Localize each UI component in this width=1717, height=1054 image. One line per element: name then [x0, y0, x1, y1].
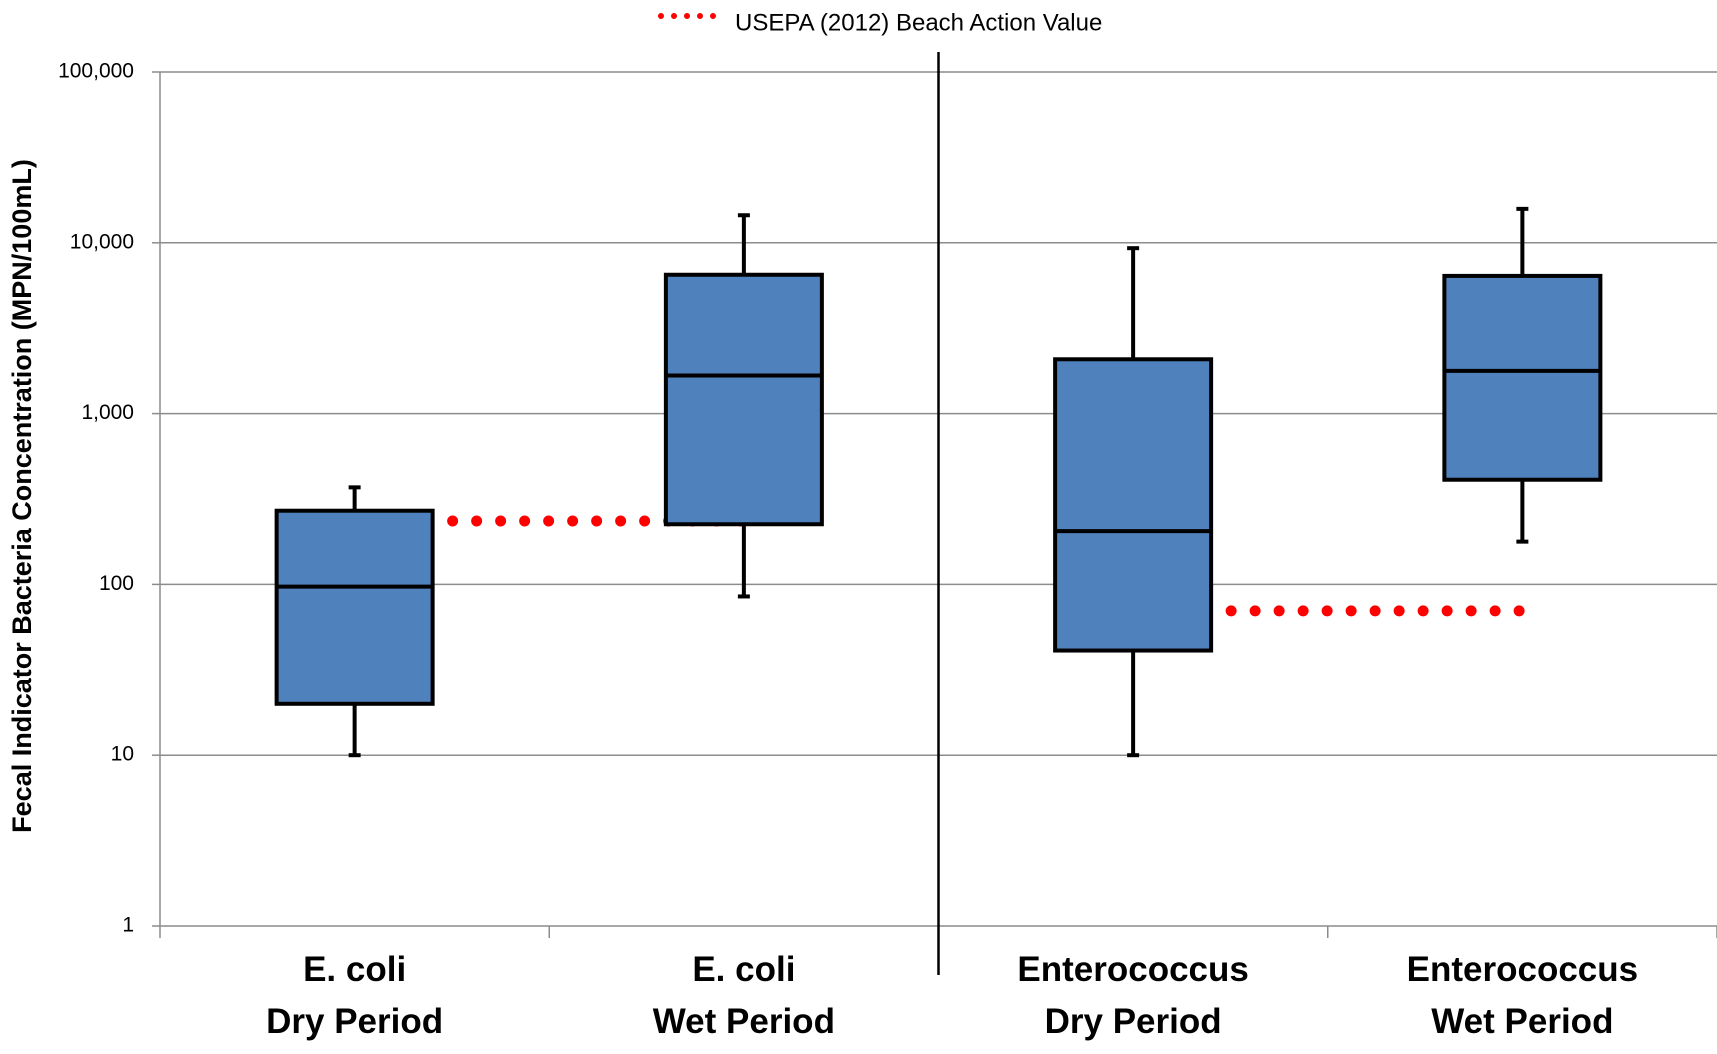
category-label-line2: Dry Period — [266, 1002, 443, 1041]
category-label-line2: Dry Period — [1045, 1002, 1222, 1041]
axes — [152, 52, 1717, 975]
y-tick-label: 10,000 — [70, 230, 134, 253]
box-4 — [1442, 206, 1603, 544]
box-iqr — [663, 272, 824, 527]
legend: USEPA (2012) Beach Action Value — [658, 9, 1102, 36]
category-label-line1: E. coli — [692, 950, 795, 989]
y-tick-label: 1,000 — [81, 401, 134, 424]
category-label-line1: E. coli — [303, 950, 406, 989]
category-label-line2: Wet Period — [1431, 1002, 1613, 1041]
y-tick-label: 1 — [122, 914, 134, 937]
box-1 — [274, 485, 435, 758]
box-iqr — [1442, 273, 1603, 482]
labels: 1 10 100 1,000 10,000 100,000 E. coli Dry Perio… — [58, 60, 1638, 1041]
y-tick-label: 10 — [111, 743, 134, 766]
y-tick-label: 100,000 — [58, 60, 134, 83]
category-label-line1: Enterococcus — [1017, 950, 1248, 989]
box-iqr — [1053, 357, 1214, 653]
y-tick-label: 100 — [99, 572, 134, 595]
boxes — [274, 206, 1603, 758]
category-label-line1: Enterococcus — [1407, 950, 1638, 989]
y-axis-label: Fecal Indicator Bacteria Concentration (… — [7, 159, 37, 833]
box-iqr — [274, 508, 435, 706]
reference-lines — [351, 515, 1526, 617]
category-label-line2: Wet Period — [653, 1002, 835, 1041]
legend-label: USEPA (2012) Beach Action Value — [735, 9, 1102, 36]
box-3 — [1053, 246, 1214, 758]
box-2 — [663, 213, 824, 599]
